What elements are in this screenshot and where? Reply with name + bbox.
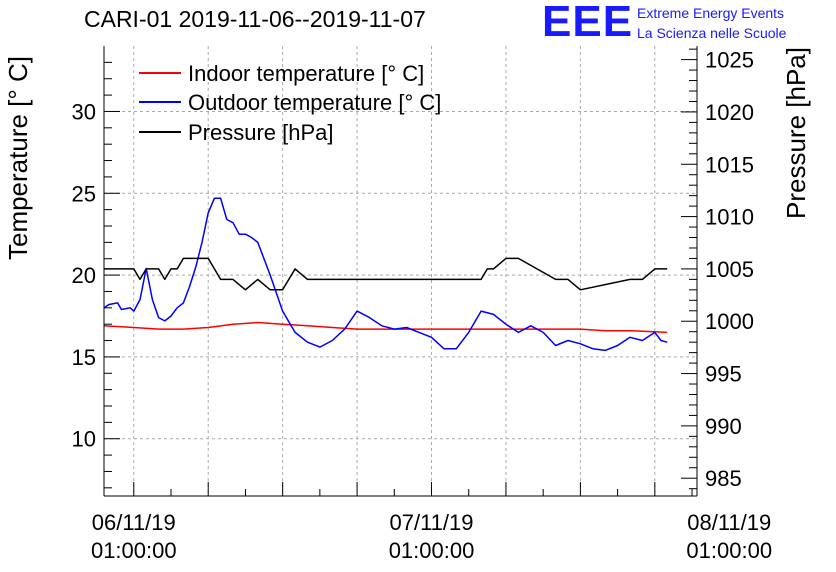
legend: Indoor temperature [° C] Outdoor temperat… [139,61,441,145]
y2-tick-label-1000: 1000 [705,309,754,334]
legend-indoor-label: Indoor temperature [° C] [188,61,424,86]
y-tick-label-10: 10 [72,427,96,452]
legend-outdoor-label: Outdoor temperature [° C] [188,90,441,115]
logo-subtitle-2: La Scienza nelle Scuole [637,25,787,41]
y2-tick-label-985: 985 [705,466,742,491]
y-tick-label-30: 30 [72,99,96,124]
y2-tick-label-1025: 1025 [705,48,754,73]
eee-logo: EEE [542,0,634,46]
logo-subtitle-1: Extreme Energy Events [637,5,785,21]
outdoor-temperature-line [103,197,668,352]
grid-lines [104,46,697,496]
legend-pressure-label: Pressure [hPa] [188,120,334,145]
series-layer [103,197,668,352]
x-tick-time-0: 01:00:00 [91,538,177,563]
x-tick-time-2: 01:00:00 [686,538,772,563]
y2-tick-label-995: 995 [705,362,742,387]
y2-tick-label-1010: 1010 [705,205,754,230]
y-tick-label-15: 15 [72,345,96,370]
y2-tick-label-1020: 1020 [705,100,754,125]
chart-title: CARI-01 2019-11-06--2019-11-07 [84,6,426,32]
indoor-temperature-line [103,321,668,334]
x-tick-date-2: 08/11/19 [687,510,771,535]
x-tick-date-1: 07/11/19 [390,510,474,535]
x-tick-date-0: 06/11/19 [92,510,176,535]
y-axis-title: Temperature [° C] [3,56,33,260]
x-tick-time-1: 01:00:00 [389,538,475,563]
y-tick-label-20: 20 [72,263,96,288]
y2-axis-title: Pressure [hPa] [781,47,811,219]
pressure-line [104,257,668,291]
y-tick-label-25: 25 [72,181,96,206]
y2-tick-label-1015: 1015 [705,152,754,177]
y2-tick-label-1005: 1005 [705,257,754,282]
y2-tick-label-990: 990 [705,414,742,439]
axes: 1015202530985990995100010051010101510201… [3,46,811,563]
